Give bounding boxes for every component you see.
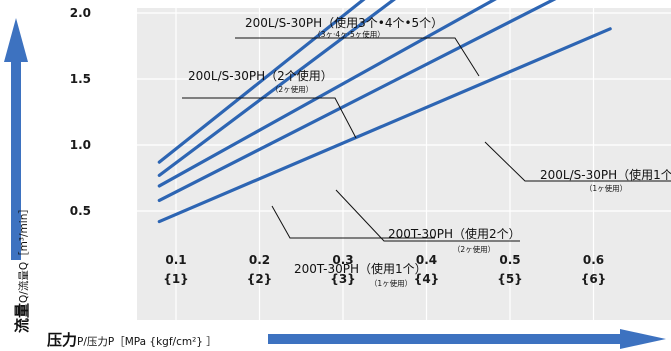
annotation-1-sub: （3ヶ·4ヶ·5ヶ使用） [313,29,385,39]
plot-area [137,8,671,320]
leader-series-2 [182,97,357,139]
series-line-2 [157,0,396,177]
series-line-1 [157,0,366,164]
x-axis-arrow [268,329,666,349]
x-tick-sublabel: {5} [497,272,522,286]
annotation-4-sub: （2ヶ使用） [453,244,495,254]
leader-series-5 [271,205,435,239]
y-axis-label-big: 流量 [13,303,31,333]
series-line-5 [157,27,612,224]
x-axis-label-small: P/压力P［MPa {kgf/cm²} ］ [77,335,217,348]
series-line-4 [157,0,557,203]
annotation-3-sub: （1ヶ使用） [585,183,627,193]
x-tick-labels: 0.1 {1} 0.2 {2} 0.3 {3} 0.4 {4} 0.5 {5} 0.6 {6} [163,253,606,286]
series-lines [157,0,612,224]
annotation-4-main: 200T-30PH（使用2个） [388,226,521,241]
leader-series-1 [235,37,480,77]
annotations: 200L/S-30PH（使用3个•4个•5个） （3ヶ·4ヶ·5ヶ使用） 200… [188,15,671,288]
x-tick-sublabel: {2} [247,272,272,286]
annotation-5-sub: （1ヶ使用） [370,278,412,288]
series-line-3 [157,0,497,188]
y-tick-labels: 0.51.01.52.02.53.03.5 [70,6,91,218]
y-axis-arrow [4,18,28,260]
annotation-2-sub: （2ヶ使用） [271,84,313,94]
y-tick-label: 1.5 [70,72,91,86]
x-tick-label: 0.5 [499,253,520,267]
annotation-3-main: 200L/S-30PH（使用1个） [540,167,671,182]
annotation-5-main: 200T-30PH（使用1个） [294,261,427,276]
x-tick-sublabel: {3} [330,272,355,286]
x-tick-sublabel: {1} [163,272,188,286]
annotation-2-main: 200L/S-30PH（2个使用） [188,68,333,83]
x-tick-label: 0.2 [249,253,270,267]
y-tick-label: 0.5 [70,204,91,218]
leader-series-4 [335,189,520,242]
x-tick-label: 0.4 [416,253,437,267]
y-tick-label: 1.0 [70,138,91,152]
x-tick-sublabel: {6} [581,272,606,286]
x-axis-label: 压力P/压力P［MPa {kgf/cm²} ］ [47,331,217,349]
y-tick-label: 2.0 [70,6,91,20]
x-tick-label: 0.6 [583,253,604,267]
leader-series-3 [484,141,671,182]
annotation-leaders [182,37,671,242]
x-axis-label-big: 压力 [47,331,77,349]
grid [137,8,671,320]
y-axis-label-small: Q/流量Q［m³/min］ [17,203,30,303]
x-tick-label: 0.1 [165,253,186,267]
x-tick-sublabel: {4} [414,272,439,286]
annotation-1-main: 200L/S-30PH（使用3个•4个•5个） [245,15,443,30]
y-axis-label: 流量Q/流量Q［m³/min］ [13,203,31,333]
x-tick-label: 0.3 [332,253,353,267]
